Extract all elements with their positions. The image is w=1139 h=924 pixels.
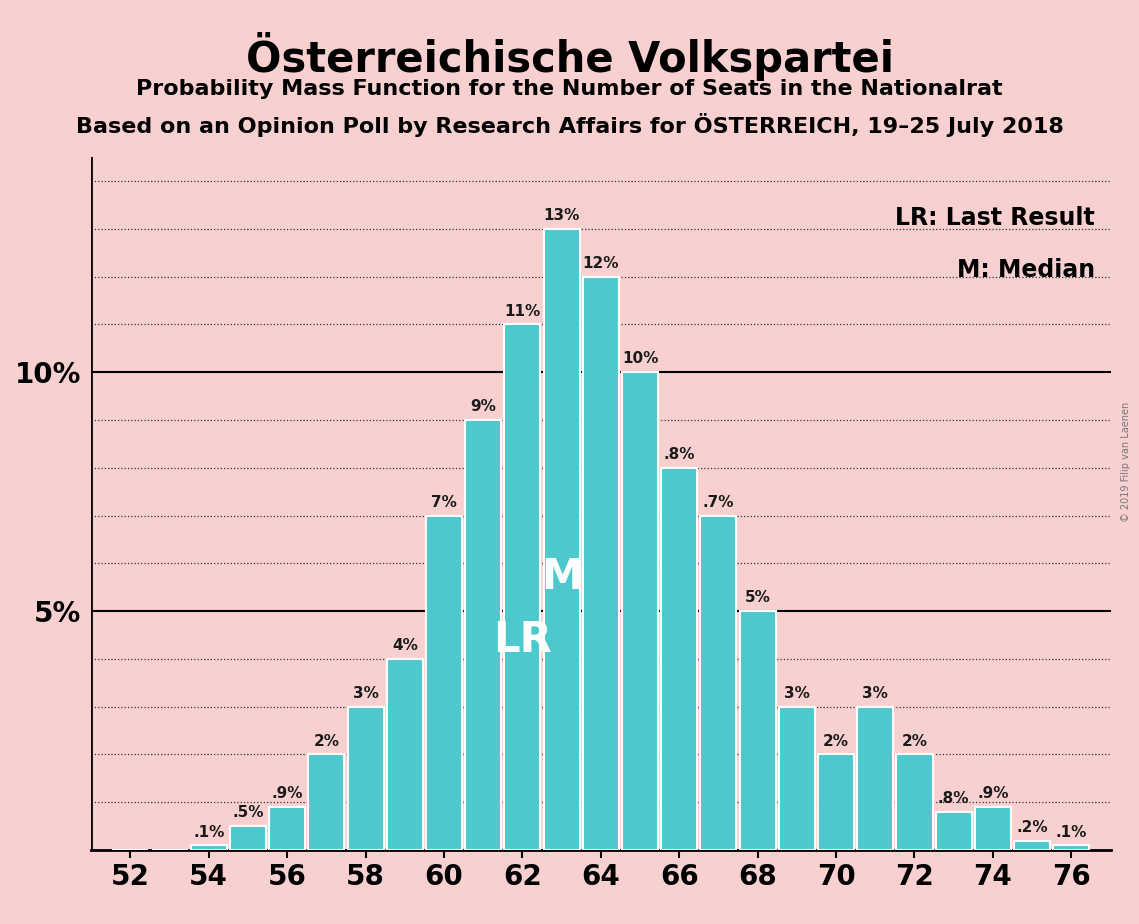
- Bar: [739, 611, 776, 850]
- Bar: [583, 276, 618, 850]
- Bar: [1054, 845, 1089, 850]
- Text: .8%: .8%: [937, 791, 969, 806]
- Text: 4%: 4%: [392, 638, 418, 653]
- Bar: [662, 468, 697, 850]
- Text: M: M: [541, 555, 582, 598]
- Bar: [347, 707, 384, 850]
- Text: 5%: 5%: [745, 590, 771, 605]
- Text: 2%: 2%: [823, 734, 849, 748]
- Bar: [935, 812, 972, 850]
- Bar: [896, 755, 933, 850]
- Bar: [1014, 841, 1050, 850]
- Text: .1%: .1%: [192, 824, 224, 840]
- Text: .1%: .1%: [1056, 824, 1087, 840]
- Bar: [309, 755, 344, 850]
- Text: 11%: 11%: [505, 304, 541, 319]
- Text: .8%: .8%: [664, 447, 695, 462]
- Text: 13%: 13%: [543, 208, 580, 223]
- Text: M: Median: M: Median: [957, 258, 1096, 282]
- Bar: [622, 372, 658, 850]
- Text: 9%: 9%: [470, 399, 497, 414]
- Bar: [700, 516, 737, 850]
- Text: .9%: .9%: [271, 786, 303, 801]
- Text: Based on an Opinion Poll by Research Affairs for ÖSTERREICH, 19–25 July 2018: Based on an Opinion Poll by Research Aff…: [75, 113, 1064, 137]
- Bar: [543, 229, 580, 850]
- Bar: [818, 755, 854, 850]
- Text: 3%: 3%: [784, 686, 810, 701]
- Text: Österreichische Volkspartei: Österreichische Volkspartei: [246, 32, 893, 81]
- Bar: [269, 807, 305, 850]
- Text: .5%: .5%: [232, 806, 264, 821]
- Bar: [426, 516, 462, 850]
- Text: 2%: 2%: [313, 734, 339, 748]
- Text: 10%: 10%: [622, 351, 658, 367]
- Bar: [505, 324, 540, 850]
- Text: 3%: 3%: [862, 686, 888, 701]
- Text: 7%: 7%: [431, 494, 457, 510]
- Text: LR: LR: [493, 619, 551, 661]
- Text: LR: Last Result: LR: Last Result: [895, 206, 1096, 229]
- Bar: [230, 826, 267, 850]
- Text: .2%: .2%: [1016, 820, 1048, 834]
- Bar: [975, 807, 1011, 850]
- Bar: [465, 419, 501, 850]
- Bar: [858, 707, 893, 850]
- Text: 3%: 3%: [353, 686, 378, 701]
- Bar: [387, 659, 423, 850]
- Bar: [779, 707, 814, 850]
- Text: 2%: 2%: [901, 734, 927, 748]
- Text: .9%: .9%: [977, 786, 1009, 801]
- Text: Probability Mass Function for the Number of Seats in the Nationalrat: Probability Mass Function for the Number…: [137, 79, 1002, 99]
- Text: .7%: .7%: [703, 494, 735, 510]
- Text: © 2019 Filip van Laenen: © 2019 Filip van Laenen: [1121, 402, 1131, 522]
- Text: 12%: 12%: [582, 256, 620, 271]
- Bar: [190, 845, 227, 850]
